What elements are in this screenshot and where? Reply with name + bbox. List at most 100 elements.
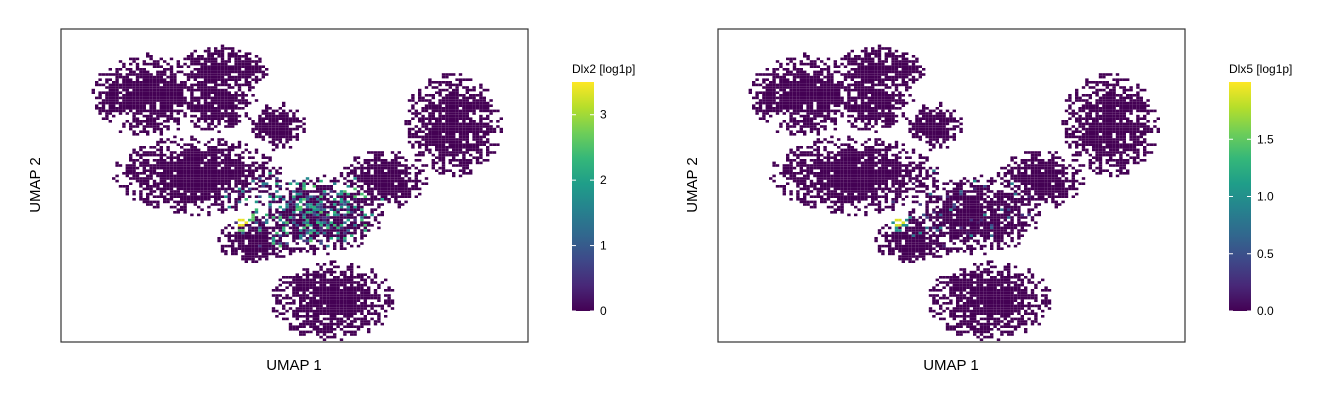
umap-cell	[877, 52, 882, 55]
umap-cell	[462, 86, 466, 89]
umap-cell	[319, 309, 323, 313]
umap-cell	[234, 221, 238, 224]
umap-cell	[441, 169, 446, 172]
umap-cell	[874, 104, 878, 107]
umap-cell	[877, 78, 882, 81]
umap-cell	[210, 70, 214, 74]
umap-cell	[418, 151, 422, 154]
umap-cell	[319, 312, 323, 315]
umap-cell	[462, 120, 466, 123]
umap-cell	[915, 60, 919, 63]
umap-cell	[1112, 83, 1116, 87]
umap-cell	[377, 320, 381, 323]
umap-cell	[224, 164, 228, 167]
umap-cell	[129, 81, 133, 84]
umap-cell	[458, 112, 463, 115]
umap-cell	[231, 70, 235, 74]
umap-cell	[363, 177, 367, 180]
umap-cell	[227, 65, 231, 68]
umap-cell	[105, 91, 109, 94]
umap-cell	[254, 226, 259, 230]
umap-cell	[248, 86, 252, 89]
umap-cell	[411, 133, 415, 136]
umap-cell	[132, 104, 136, 107]
umap-cell	[373, 174, 378, 178]
umap-cell	[234, 203, 238, 206]
umap-cell	[227, 78, 231, 81]
umap-cell	[156, 125, 160, 128]
umap-cell	[428, 133, 432, 136]
umap-cell	[190, 73, 194, 76]
umap-cell	[173, 211, 177, 214]
umap-cell	[431, 96, 435, 100]
umap-cell	[864, 75, 868, 79]
umap-cell	[163, 68, 167, 71]
umap-cell	[445, 133, 449, 136]
umap-cell	[227, 99, 231, 102]
umap-cell	[411, 127, 415, 131]
umap-cell	[193, 177, 197, 180]
umap-cell	[905, 81, 909, 84]
umap-cell	[455, 140, 459, 144]
umap-cell	[265, 156, 269, 159]
umap-cell	[285, 187, 289, 191]
umap-cell	[874, 62, 878, 66]
umap-cell	[762, 101, 766, 105]
umap-cell	[860, 101, 865, 105]
umap-cell	[775, 96, 780, 100]
umap-cell	[905, 68, 909, 71]
umap-cell	[193, 62, 197, 66]
umap-cell	[149, 96, 153, 100]
y-axis-label-dlx2: UMAP 2	[27, 157, 44, 213]
umap-cell	[803, 101, 807, 105]
umap-cell	[339, 172, 344, 175]
umap-cell	[816, 86, 820, 89]
umap-cell	[197, 81, 201, 84]
umap-cell	[445, 83, 449, 87]
umap-cell	[142, 99, 146, 102]
umap-cell	[874, 68, 878, 71]
umap-cell	[901, 104, 905, 107]
umap-cell	[193, 104, 197, 107]
umap-cell	[346, 242, 350, 245]
umap-cell	[166, 62, 170, 66]
umap-cell	[857, 86, 861, 89]
umap-cell	[911, 70, 916, 74]
umap-cell	[1112, 96, 1116, 100]
umap-cell	[91, 88, 95, 92]
umap-cell	[227, 159, 231, 162]
umap-cell	[465, 114, 469, 118]
umap-cell	[224, 107, 228, 110]
umap-cell	[275, 125, 279, 128]
umap-cell	[231, 65, 235, 68]
umap-cell	[384, 309, 388, 313]
umap-cell	[329, 307, 333, 310]
umap-cell	[782, 101, 786, 105]
umap-cell	[200, 151, 204, 154]
umap-cell	[176, 143, 180, 146]
umap-cell	[424, 138, 429, 141]
umap-cell	[864, 78, 868, 81]
umap-cell	[418, 192, 422, 196]
umap-cell	[299, 289, 303, 292]
umap-cell	[105, 96, 109, 100]
panel-dlx5: UMAP 1 UMAP 2 Dlx5 [log1p] 0.00.51.01.5	[684, 28, 1292, 374]
umap-cell	[326, 200, 330, 204]
umap-cell	[911, 78, 916, 81]
umap-cell	[319, 211, 323, 214]
umap-cell	[809, 94, 814, 97]
umap-cell	[356, 179, 361, 183]
umap-cell	[132, 172, 136, 175]
umap-cell	[275, 294, 279, 297]
umap-cell	[1071, 112, 1075, 115]
umap-cell	[288, 190, 293, 193]
umap-cell	[1136, 91, 1140, 94]
umap-cell	[414, 185, 418, 188]
umap-cell	[132, 125, 136, 128]
umap-cell	[452, 73, 456, 76]
umap-cell	[285, 208, 289, 211]
umap-cell	[820, 112, 824, 115]
umap-cell	[360, 242, 364, 245]
umap-cell	[847, 107, 851, 110]
umap-cell	[282, 213, 286, 217]
